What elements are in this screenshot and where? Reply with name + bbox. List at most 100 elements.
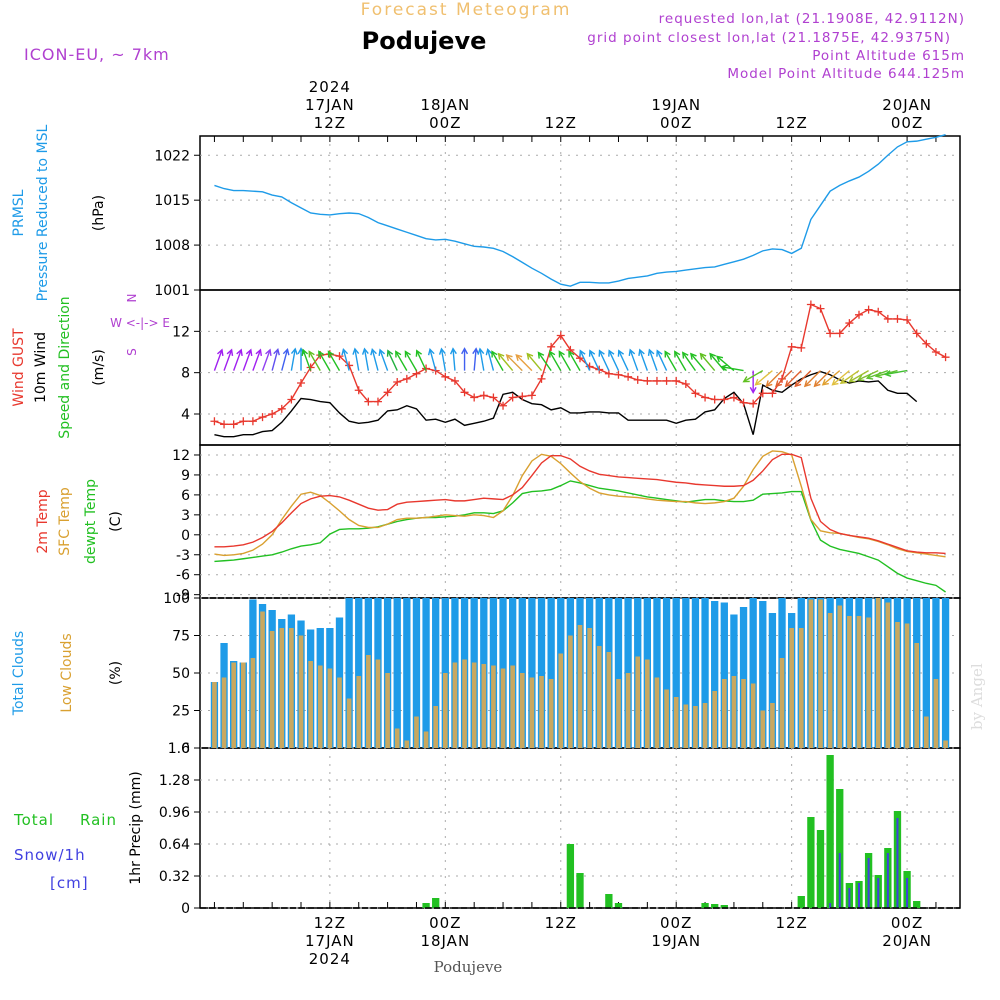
wind-gust-line-marker <box>633 375 642 384</box>
top-time-label: 17JAN <box>305 96 355 114</box>
wind-direction-arrow <box>589 350 600 371</box>
wind-arrow-head <box>461 347 469 355</box>
wind-arrow-head <box>318 350 325 358</box>
low-cloud-bar <box>866 617 871 748</box>
ylabel: 1hr Precip (mm) <box>128 771 144 884</box>
wind-arrow-head <box>558 350 565 358</box>
wind-direction-arrow <box>223 349 233 371</box>
wind-arrow-head <box>784 380 792 388</box>
wind-direction-arrow <box>709 353 725 372</box>
top-time-label: 12Z <box>314 114 346 132</box>
low-cloud-bar <box>904 623 910 748</box>
wind-direction-arrow <box>549 351 562 371</box>
sfc-temp-line <box>214 450 946 558</box>
wind-direction-arrow <box>721 366 744 372</box>
wind-gust-line-marker <box>450 376 459 385</box>
ytick-label: -9 <box>176 588 190 604</box>
total-cloud-bar <box>662 598 671 748</box>
wind-gust-line-marker <box>412 369 421 378</box>
low-cloud-bar <box>693 706 698 748</box>
wind-gust-line-marker <box>816 304 825 313</box>
low-cloud-bar <box>847 616 852 748</box>
wind-direction-arrow <box>618 350 629 371</box>
rain-bar <box>701 903 709 908</box>
wind-direction-arrow <box>598 350 610 371</box>
wind-gust-line-marker <box>903 315 912 324</box>
ytick-label: 9 <box>181 468 190 484</box>
wind-direction-arrow <box>885 369 908 376</box>
low-cloud-bar <box>443 673 448 748</box>
legend-snow-unit: [cm] <box>50 874 89 892</box>
ytick-label: 3 <box>181 508 190 524</box>
wind-direction-arrow <box>452 348 456 371</box>
snow-bar <box>838 853 841 908</box>
bottom-time-label: 2024 <box>309 950 351 968</box>
wind-gust-line-marker <box>874 307 883 316</box>
wind-direction-arrow <box>765 370 783 387</box>
ytick-label: 1008 <box>154 238 190 254</box>
wind-direction-arrow <box>664 351 677 371</box>
dewpoint-line <box>214 480 946 593</box>
low-cloud-bar <box>924 716 929 748</box>
unit-label: (m/s) <box>91 349 107 386</box>
wind-arrow-head <box>255 348 263 356</box>
snow-bar <box>896 818 899 908</box>
low-cloud-bar <box>789 628 794 748</box>
total-cloud-bar <box>749 598 757 748</box>
wind-direction-arrow <box>579 350 591 371</box>
wind-gust-line-marker <box>229 420 238 429</box>
wind-arrow-head <box>449 347 457 355</box>
wind-arrow-head <box>883 370 892 378</box>
wind-gust-line-marker <box>864 305 873 314</box>
gridpoint-coords: grid point closest lon,lat (21.1875E, 42… <box>587 30 951 46</box>
total-cloud-bar <box>537 598 546 748</box>
low-cloud-bar <box>673 697 679 748</box>
wind-direction-arrow <box>785 370 802 387</box>
wind-direction-arrow <box>857 369 879 381</box>
wind-arrow-head <box>386 349 394 357</box>
low-cloud-bar <box>885 602 891 748</box>
rain-bar <box>797 896 805 908</box>
wind-gust-line-marker <box>210 417 219 426</box>
top-time-label: 00Z <box>660 114 692 132</box>
low-cloud-bar <box>414 716 419 748</box>
low-cloud-bar <box>702 703 708 748</box>
total-cloud-bar <box>672 598 680 748</box>
low-cloud-bar <box>471 662 477 748</box>
low-cloud-bar <box>664 689 669 748</box>
low-cloud-bar <box>895 622 900 748</box>
legend-snow: Snow/1h <box>14 846 86 864</box>
low-cloud-bar <box>558 653 564 748</box>
total-cloud-bar <box>739 607 748 748</box>
snow-bar <box>857 883 860 908</box>
wind-arrow-head <box>794 380 802 388</box>
wind-gust-line-marker <box>758 389 767 398</box>
wind-arrow-head <box>273 347 280 356</box>
wind-direction-arrow <box>629 349 639 371</box>
wind-arrow-head <box>865 373 874 380</box>
low-cloud-bar <box>279 628 285 748</box>
total-cloud-bar <box>528 598 536 748</box>
low-cloud-bar <box>914 643 920 748</box>
wind-direction-arrow <box>506 354 523 372</box>
wind-gust-line-marker <box>787 342 796 351</box>
ylabel: 10m Wind <box>33 332 49 403</box>
ytick-label: 1.28 <box>159 773 190 789</box>
ytick-label: 75 <box>172 629 190 645</box>
wind-gust-line-marker <box>373 397 382 406</box>
pressure-line <box>214 134 946 287</box>
low-cloud-bar <box>750 683 756 748</box>
rain-bar <box>614 903 623 908</box>
wind-direction-arrow <box>479 348 485 371</box>
wind-gust-line-marker <box>681 380 690 389</box>
low-cloud-bar <box>606 652 612 748</box>
footer-location: Podujeve <box>434 958 503 976</box>
snow-bar <box>886 853 889 908</box>
wind-gust-line-marker <box>883 314 892 323</box>
wind-direction-arrow <box>290 348 296 371</box>
wind-arrow-head <box>497 352 505 360</box>
wind-gust-line-marker <box>806 300 815 309</box>
snow-bar <box>877 878 880 908</box>
wind-direction-arrow <box>252 349 262 371</box>
top-time-label: 12Z <box>545 114 577 132</box>
